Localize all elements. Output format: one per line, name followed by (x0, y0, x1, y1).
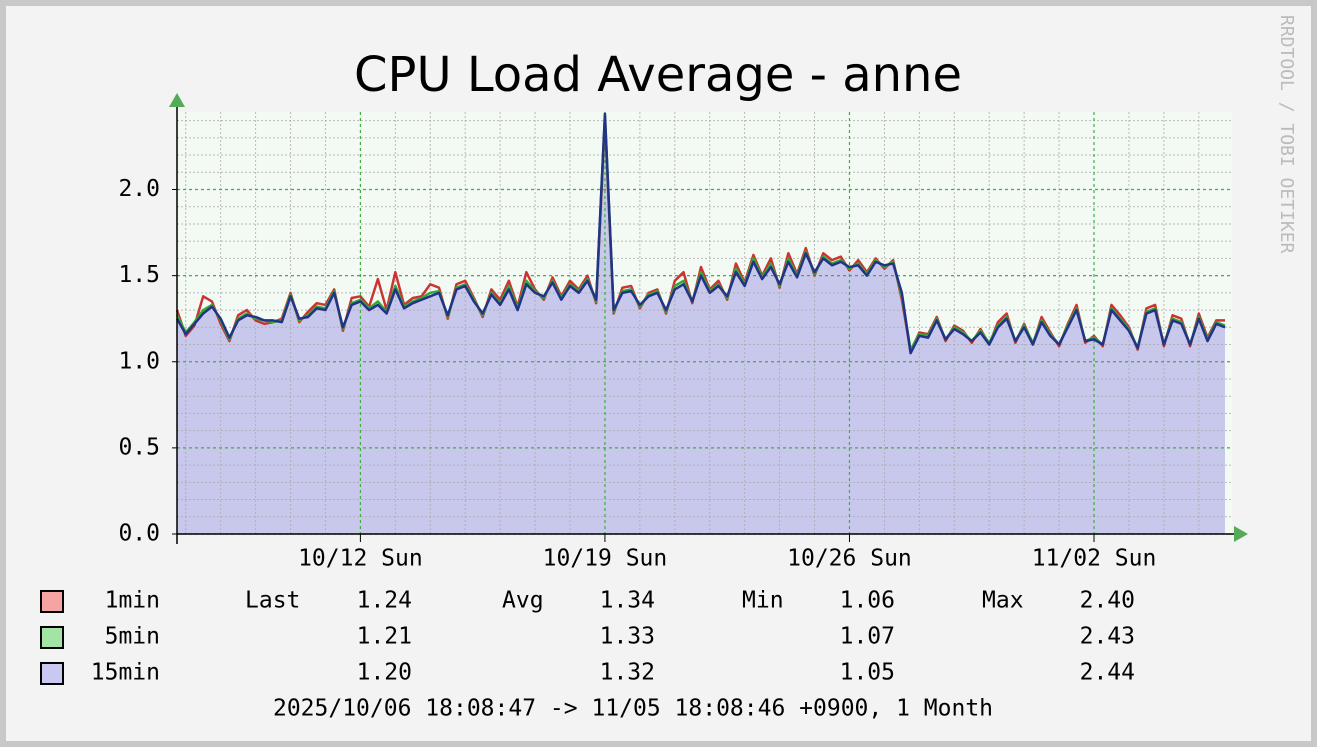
stat-value: 2.40 (1080, 588, 1135, 614)
series-line (175, 112, 1226, 355)
stat-label: Avg (502, 588, 544, 614)
legend-swatch (40, 626, 64, 649)
watermark: RRDTOOL / TOBI OETIKER (1276, 15, 1297, 254)
y-axis-arrow (169, 93, 185, 107)
stat-value: 1.20 (357, 660, 412, 686)
stat-value: 2.43 (1080, 624, 1135, 650)
stat-label: Last (245, 588, 300, 614)
stat-value: 1.05 (840, 660, 895, 686)
stat-value: 1.21 (357, 624, 412, 650)
legend-swatch (40, 590, 64, 613)
stat-value: 1.24 (357, 588, 412, 614)
y-tick-label: 1.5 (118, 262, 160, 288)
x-tick-label: 10/26 Sun (787, 546, 912, 572)
stat-value: 1.34 (600, 588, 655, 614)
x-tick-label: 11/02 Sun (1032, 546, 1157, 572)
stat-label: Max (982, 588, 1024, 614)
stat-value: 1.33 (600, 624, 655, 650)
stat-value: 2.44 (1080, 660, 1135, 686)
legend-label: 1min (105, 588, 160, 614)
chart-title: CPU Load Average - anne (354, 47, 962, 103)
legend-label: 5min (105, 624, 160, 650)
y-tick-label: 0.5 (118, 434, 160, 460)
stat-value: 1.32 (600, 660, 655, 686)
x-axis-arrow (1234, 526, 1248, 542)
stat-label: Min (742, 588, 784, 614)
legend-swatch (40, 662, 64, 685)
area (177, 113, 1225, 535)
y-tick-label: 0.0 (118, 521, 160, 547)
x-tick-label: 10/12 Sun (298, 546, 423, 572)
y-tick-label: 1.0 (118, 348, 160, 374)
y-tick-label: 2.0 (118, 176, 160, 202)
x-tick-label: 10/19 Sun (543, 546, 668, 572)
footer: 2025/10/06 18:08:47 -> 11/05 18:08:46 +0… (273, 696, 993, 722)
legend-label: 15min (91, 660, 160, 686)
stat-value: 1.07 (840, 624, 895, 650)
stat-value: 1.06 (840, 588, 895, 614)
